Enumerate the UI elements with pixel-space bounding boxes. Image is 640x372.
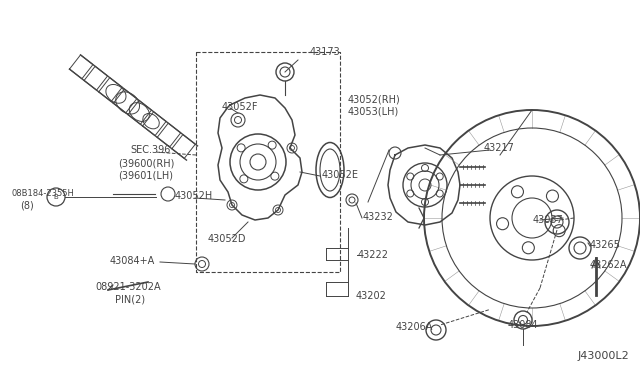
Text: 43265: 43265 xyxy=(590,240,621,250)
Text: 43053(LH): 43053(LH) xyxy=(348,106,399,116)
Text: 43232: 43232 xyxy=(363,212,394,222)
Text: 43052F: 43052F xyxy=(222,102,259,112)
Text: SEC.396: SEC.396 xyxy=(130,145,170,155)
Text: 08B184-2355H: 08B184-2355H xyxy=(12,189,75,198)
Text: (8): (8) xyxy=(20,201,34,211)
Text: (39600(RH): (39600(RH) xyxy=(118,158,174,168)
Text: 43206A: 43206A xyxy=(396,322,433,332)
Text: 43052(RH): 43052(RH) xyxy=(348,94,401,104)
Text: 43084: 43084 xyxy=(508,320,539,330)
Text: 43084+A: 43084+A xyxy=(110,256,156,266)
Text: 43202: 43202 xyxy=(356,291,387,301)
Text: 43217: 43217 xyxy=(484,143,515,153)
Text: 43037: 43037 xyxy=(533,215,564,225)
Text: (39601(LH): (39601(LH) xyxy=(118,171,173,181)
Text: PIN(2): PIN(2) xyxy=(115,295,145,305)
Text: 43262A: 43262A xyxy=(590,260,627,270)
Text: 43052D: 43052D xyxy=(208,234,246,244)
Text: B: B xyxy=(54,194,58,200)
Text: 43173: 43173 xyxy=(310,47,340,57)
Text: 08921-3202A: 08921-3202A xyxy=(95,282,161,292)
Text: 43052H: 43052H xyxy=(175,191,213,201)
Text: 43052E: 43052E xyxy=(322,170,359,180)
Text: 43222: 43222 xyxy=(358,250,389,260)
Text: J43000L2: J43000L2 xyxy=(578,351,630,361)
